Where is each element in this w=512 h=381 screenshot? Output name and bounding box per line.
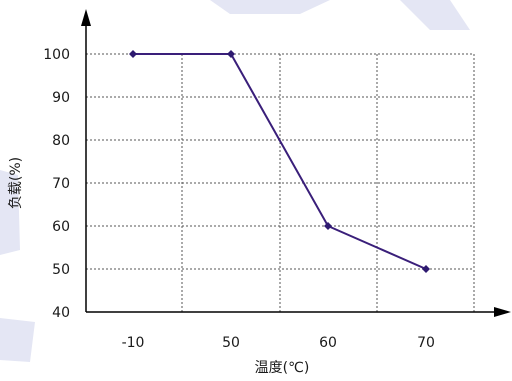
x-tick-label: 60 (319, 335, 337, 351)
y-tick-label: 100 (43, 47, 70, 63)
watermark (0, 0, 470, 362)
y-axis-arrow (81, 9, 91, 26)
y-tick-label: 60 (52, 219, 70, 235)
y-tick-label: 90 (52, 90, 70, 106)
x-tick-label: 50 (222, 335, 240, 351)
x-tick-label: -10 (122, 335, 145, 351)
x-tick-label: 70 (417, 335, 435, 351)
data-point (129, 50, 137, 58)
y-tick-label: 40 (52, 305, 70, 321)
grid (86, 53, 475, 312)
x-axis-label: 温度(℃) (255, 360, 310, 376)
series-line (133, 53, 427, 270)
data-point (227, 50, 235, 58)
y-tick-label: 50 (52, 262, 70, 278)
x-tick-labels: -10 50 60 70 (122, 335, 435, 351)
y-tick-labels: 40 50 60 70 80 90 100 (43, 47, 70, 321)
y-tick-label: 70 (52, 176, 70, 192)
data-point (324, 222, 332, 230)
data-point (422, 265, 430, 273)
axes (81, 9, 511, 317)
y-tick-label: 80 (52, 133, 70, 149)
x-axis-arrow (494, 307, 511, 317)
series (129, 50, 430, 273)
y-axis-label: 负载(%) (8, 157, 24, 209)
